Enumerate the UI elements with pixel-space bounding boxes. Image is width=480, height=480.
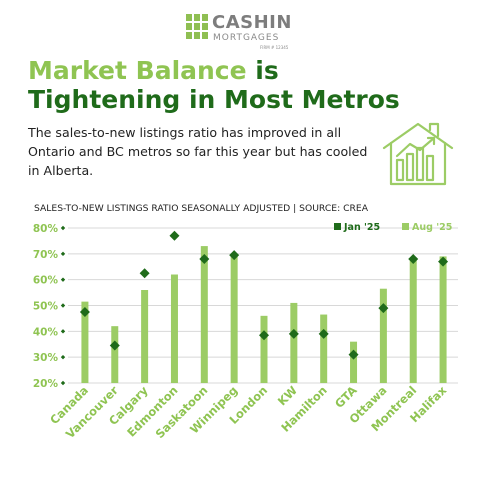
bar-aug-canada [81,301,89,383]
marker-jan-ottawa [378,303,389,314]
y-tick-label: 80% [33,223,59,235]
bar-aug-calgary [141,290,149,383]
y-tick-label: 50% [33,301,59,313]
title-line2: Tightening in Most Metros [28,85,400,114]
y-tick-label: 40% [33,326,59,338]
bar-aug-ottawa [379,288,387,383]
logo-firm-number: FIRM # 12345 [260,45,289,50]
legend-swatch-aug [402,223,409,230]
bar-aug-montreal [409,257,417,383]
marker-jan-hamilton [318,328,329,339]
house-chart-icon [382,122,454,186]
marker-jan-calgary [139,268,150,279]
bar-aug-edmonton [170,274,178,383]
y-tick-marker [60,303,66,308]
marker-jan-kw [288,328,299,339]
y-tick-marker [60,251,66,257]
bar-aug-saskatoon [200,246,208,383]
marker-jan-canada [79,306,90,317]
logo-subtitle: MORTGAGES [213,33,280,43]
bar-aug-hamilton [320,314,328,383]
marker-jan-gta [348,349,359,360]
y-tick-label: 60% [33,275,59,287]
chart-title: SALES-TO-NEW LISTINGS RATIO SEASONALLY A… [34,203,369,214]
legend-label-jan: Jan '25 [343,222,380,233]
bar-aug-london [260,315,268,383]
y-tick-marker [60,277,66,282]
marker-jan-vancouver [109,340,120,351]
logo-grid-icon [186,14,208,40]
marker-jan-edmonton [169,230,180,241]
marker-jan-montreal [408,254,419,264]
y-tick-marker [60,225,66,231]
y-tick-label: 20% [33,378,59,390]
y-tick-marker [60,380,66,386]
page-subtitle: The sales-to-new listings ratio has impr… [28,125,368,178]
legend-label-aug: Aug '25 [412,222,452,233]
y-tick-label: 30% [33,352,59,364]
marker-jan-halifax [438,256,449,267]
bar-aug-winnipeg [230,253,238,383]
marker-jan-saskatoon [199,254,210,264]
x-tick-label: KW [275,383,300,408]
y-tick-label: 70% [33,249,59,261]
logo-name: CASHIN [212,12,292,33]
y-tick-marker [60,354,66,360]
marker-jan-winnipeg [229,250,240,261]
bar-aug-gta [350,341,358,383]
y-tick-marker [60,329,66,334]
title-rest: is [246,56,279,85]
page-title: Market Balance is Tightening in Most Met… [28,56,468,114]
legend-swatch-jan [334,223,341,230]
marker-jan-london [259,330,269,341]
bar-aug-vancouver [111,326,119,383]
bar-aug-kw [290,302,298,383]
bar-aug-halifax [439,256,447,383]
title-highlight: Market Balance [28,56,247,85]
cashin-logo: CASHIN MORTGAGES FIRM # 12345 [186,12,296,52]
